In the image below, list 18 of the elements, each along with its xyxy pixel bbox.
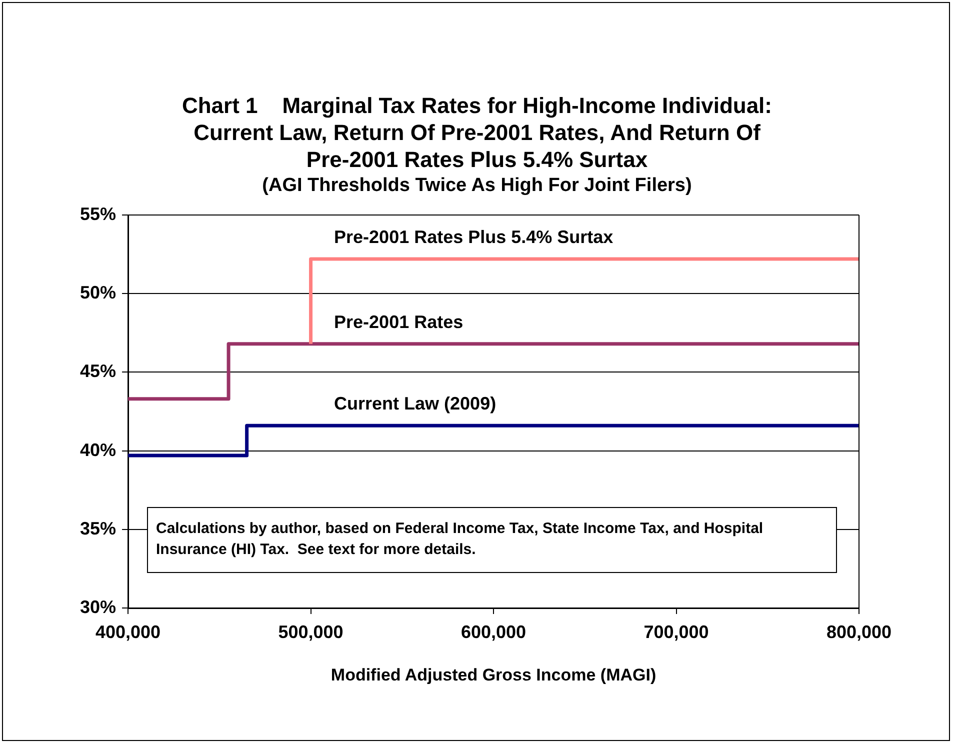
x-tick-label: 800,000 xyxy=(826,622,892,642)
x-tick-label: 700,000 xyxy=(644,622,709,642)
chart-subtitle: (AGI Thresholds Twice As High For Joint Filers) xyxy=(261,174,693,198)
y-tick-label: 35% xyxy=(80,518,116,538)
chart-title: Chart 1 Marginal Tax Rates for High-Income Individual: Current Law, Return Of Pre-2001 Rates, And Return Of Pre-2001 Rates Plus 5.4% Surtax xyxy=(180,92,773,173)
series-label: Pre-2001 Rates xyxy=(334,312,464,332)
y-tick-label: 30% xyxy=(80,596,116,617)
x-tick-label: 500,000 xyxy=(278,622,344,642)
x-tick-label: 400,000 xyxy=(95,622,161,642)
annotation: Calculations by author, based on Federal Income Tax, State Income Tax, and Hospital Insurance (HI) Tax. See text for more details. xyxy=(156,519,764,560)
series-label: Pre-2001 Rates Plus 5.4% Surtax xyxy=(334,226,614,247)
y-tick-label: 45% xyxy=(80,361,116,382)
x-axis-title: Modified Adjusted Gross Income (MAGI) xyxy=(330,665,656,684)
y-tick-label: 55% xyxy=(80,204,116,224)
x-tick-label: 600,000 xyxy=(460,622,526,642)
series-label: Current Law (2009) xyxy=(334,394,496,414)
y-tick-label: 50% xyxy=(80,282,116,303)
y-tick-label: 40% xyxy=(80,440,116,460)
